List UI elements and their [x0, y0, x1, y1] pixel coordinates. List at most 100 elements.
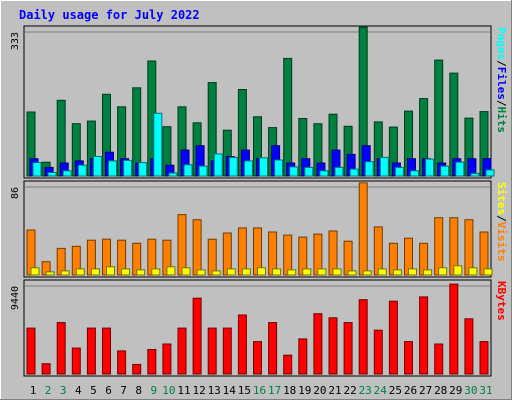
bar-pages-day-2: [47, 172, 57, 177]
bar-kbytes-day-21: [328, 317, 338, 375]
bar-hits-day-28: [434, 59, 444, 177]
bar-kbytes-day-24: [373, 329, 383, 375]
x-tick-label-18: 18: [283, 384, 296, 397]
x-tick-label-23: 23: [359, 384, 372, 397]
bar-kbytes-day-18: [283, 354, 293, 375]
bar-sites-day-3: [60, 270, 70, 276]
legend-hits: Hits: [495, 107, 508, 134]
bar-kbytes-day-6: [102, 327, 111, 375]
bar-sites-day-24: [377, 268, 387, 276]
bar-sites-day-27: [423, 269, 433, 276]
bar-visits-day-13: [207, 238, 217, 276]
legend-separator: /: [495, 215, 508, 222]
bar-kbytes-day-22: [343, 322, 353, 375]
x-tick-label-11: 11: [177, 384, 190, 397]
x-tick-label-24: 24: [374, 384, 388, 397]
x-tick-label-19: 19: [298, 384, 311, 397]
bar-kbytes-day-9: [147, 349, 157, 375]
bar-sites-day-13: [211, 270, 221, 276]
bar-sites-day-25: [392, 269, 402, 276]
bar-pages-day-22: [349, 168, 359, 177]
x-tick-label-22: 22: [343, 384, 356, 397]
bar-kbytes-day-30: [464, 318, 474, 375]
x-tick-label-20: 20: [313, 384, 326, 397]
x-tick-label-8: 8: [135, 384, 142, 397]
x-tick-label-1: 1: [30, 384, 37, 397]
bar-sites-day-15: [241, 268, 251, 276]
bar-kbytes-day-20: [313, 313, 323, 375]
x-tick-label-14: 14: [223, 384, 237, 397]
bar-pages-day-17: [274, 159, 284, 177]
x-tick-label-16: 16: [253, 384, 266, 397]
bar-sites-day-29: [453, 265, 463, 276]
bar-kbytes-day-23: [358, 299, 368, 375]
x-tick-label-7: 7: [120, 384, 127, 397]
legend-separator: /: [495, 60, 508, 67]
bar-pages-day-3: [62, 170, 72, 177]
bar-visits-day-15: [237, 227, 247, 276]
x-tick-label-13: 13: [208, 384, 221, 397]
bar-visits-day-18: [283, 234, 293, 276]
bar-kbytes-day-27: [419, 296, 429, 375]
bar-pages-day-29: [455, 161, 465, 177]
bar-pages-day-24: [379, 156, 389, 177]
bar-sites-day-4: [75, 268, 85, 276]
x-tick-label-26: 26: [404, 384, 417, 397]
bar-sites-day-20: [317, 268, 327, 276]
bar-pages-day-4: [77, 164, 87, 177]
bar-pages-day-23: [364, 161, 374, 177]
x-tick-label-28: 28: [434, 384, 447, 397]
bar-kbytes-day-3: [56, 322, 66, 375]
bar-kbytes-day-16: [253, 341, 262, 375]
bar-pages-day-25: [394, 166, 404, 177]
bar-kbytes-day-1: [26, 327, 36, 375]
bar-sites-day-12: [196, 269, 206, 276]
bar-pages-day-11: [183, 164, 193, 177]
bar-kbytes-day-17: [268, 322, 278, 375]
x-tick-label-12: 12: [192, 384, 205, 397]
panel-pages-files-hits: 333 Pages/Files/Hits: [10, 25, 508, 179]
x-tick-label-6: 6: [105, 384, 112, 397]
bar-kbytes-day-15: [237, 314, 247, 375]
x-tick-label-30: 30: [464, 384, 477, 397]
bar-pages-day-1: [32, 162, 42, 177]
bar-sites-day-28: [438, 267, 448, 276]
bar-kbytes-day-7: [117, 350, 127, 375]
bar-sites-day-2: [45, 271, 55, 276]
bar-pages-day-16: [259, 157, 268, 177]
x-tick-label-25: 25: [389, 384, 402, 397]
legend-visits: Visits: [495, 222, 508, 262]
bar-pages-day-5: [92, 156, 102, 177]
bar-pages-day-7: [123, 159, 133, 177]
bar-sites-day-31: [483, 268, 493, 276]
x-tick-label-4: 4: [75, 384, 82, 397]
bar-sites-day-23: [362, 270, 372, 276]
x-tick-label-31: 31: [479, 384, 492, 397]
bar-sites-day-30: [468, 267, 478, 276]
bar-kbytes-day-19: [298, 338, 308, 375]
y-tick-label: 86: [10, 187, 21, 199]
chart-title: Daily usage for July 2022: [19, 8, 200, 22]
bar-pages-day-31: [485, 169, 495, 177]
bar-pages-day-10: [168, 172, 178, 177]
x-tick-label-21: 21: [328, 384, 341, 397]
bar-pages-day-19: [304, 166, 314, 177]
bar-sites-day-22: [347, 270, 357, 276]
bar-pages-day-28: [440, 165, 450, 177]
panel-sites-visits: 86 Sites/Visits: [10, 180, 508, 278]
legend-files: Files: [495, 67, 508, 100]
bar-sites-day-8: [136, 269, 146, 276]
legend-sites: Sites: [495, 182, 508, 215]
bar-pages-day-13: [213, 153, 223, 177]
x-tick-label-17: 17: [268, 384, 281, 397]
bar-kbytes-day-10: [162, 343, 172, 375]
bar-kbytes-day-13: [207, 327, 217, 375]
panel-kbytes: 9440 KBytes: [10, 279, 508, 377]
bar-sites-day-16: [257, 267, 266, 276]
bar-pages-day-15: [243, 160, 253, 177]
bar-pages-day-20: [319, 170, 329, 177]
bar-sites-day-17: [272, 268, 282, 276]
x-tick-label-15: 15: [238, 384, 251, 397]
bar-sites-day-5: [90, 268, 100, 276]
bar-sites-day-14: [226, 268, 236, 276]
